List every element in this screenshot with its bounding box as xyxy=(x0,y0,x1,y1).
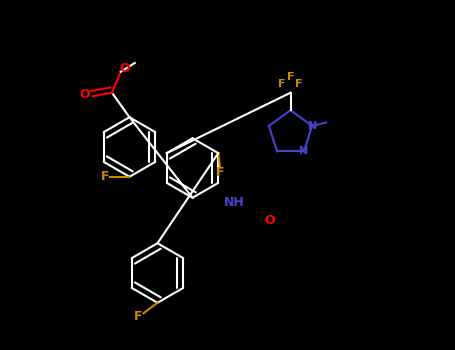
Text: F: F xyxy=(216,166,224,179)
Text: NH: NH xyxy=(224,196,245,210)
Text: N: N xyxy=(308,121,317,131)
Text: N: N xyxy=(299,146,308,156)
Text: F: F xyxy=(101,170,109,183)
Text: O: O xyxy=(264,214,275,227)
Text: F: F xyxy=(295,79,303,89)
Text: F: F xyxy=(134,310,142,323)
Text: F: F xyxy=(287,72,294,82)
Text: O: O xyxy=(119,62,130,75)
Text: F: F xyxy=(278,79,285,89)
Text: O: O xyxy=(80,88,91,101)
